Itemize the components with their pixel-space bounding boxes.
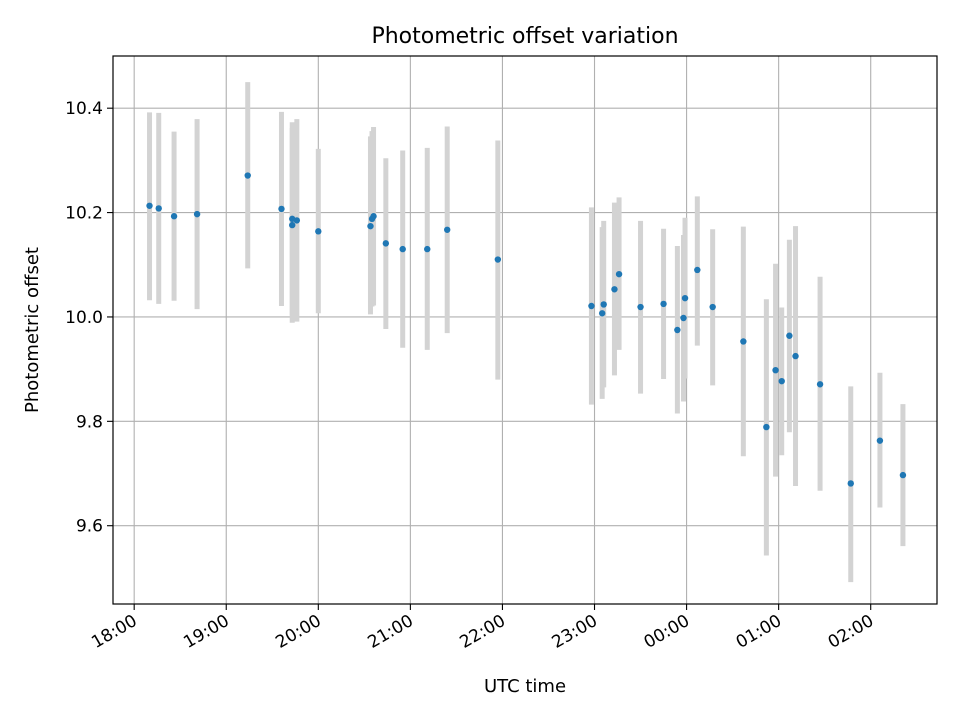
data-point	[146, 202, 153, 209]
data-point	[244, 172, 251, 179]
data-point	[681, 294, 689, 302]
x-axis-label: UTC time	[484, 676, 566, 697]
data-point	[370, 213, 377, 220]
data-point	[637, 303, 644, 311]
data-point	[680, 314, 687, 322]
data-point	[289, 221, 296, 229]
data-point	[382, 240, 390, 247]
plot-frame	[112, 55, 938, 605]
y-tick-label: 10.2	[65, 204, 103, 224]
data-point	[588, 302, 595, 310]
data-point	[278, 205, 285, 213]
data-point	[315, 228, 322, 235]
data-point	[615, 270, 623, 278]
data-point	[660, 300, 667, 308]
data-point	[740, 338, 747, 345]
data-point	[611, 286, 618, 293]
data-point	[847, 480, 854, 487]
y-tick-label: 9.8	[76, 412, 103, 432]
y-axis-ticks: 9.6 9.8 10.0 10.2 10.4	[65, 99, 113, 537]
y-tick-label: 9.6	[76, 517, 103, 537]
data-point	[155, 205, 162, 212]
data-point	[763, 423, 770, 431]
data-points	[146, 172, 907, 487]
data-point	[424, 245, 431, 253]
y-tick-label: 10.4	[65, 99, 103, 119]
data-point	[816, 381, 824, 388]
data-point	[444, 226, 451, 233]
data-point	[494, 256, 502, 263]
data-point	[876, 437, 884, 444]
data-point	[598, 310, 606, 317]
grid-lines	[113, 56, 937, 604]
data-point	[399, 245, 406, 253]
data-point	[899, 471, 907, 479]
data-point	[694, 266, 701, 274]
y-tick-label: 10.0	[65, 308, 103, 328]
data-point	[772, 366, 779, 374]
data-point	[170, 213, 178, 220]
data-point	[193, 210, 201, 218]
data-point	[600, 301, 607, 308]
data-point	[674, 326, 681, 334]
chart-title: Photometric offset variation	[371, 24, 678, 49]
data-point	[778, 377, 785, 385]
data-point	[293, 217, 301, 224]
data-point	[367, 222, 374, 230]
data-point	[709, 303, 716, 311]
data-point	[792, 352, 799, 360]
y-axis-label: Photometric offset	[22, 247, 43, 413]
data-point	[786, 332, 793, 339]
